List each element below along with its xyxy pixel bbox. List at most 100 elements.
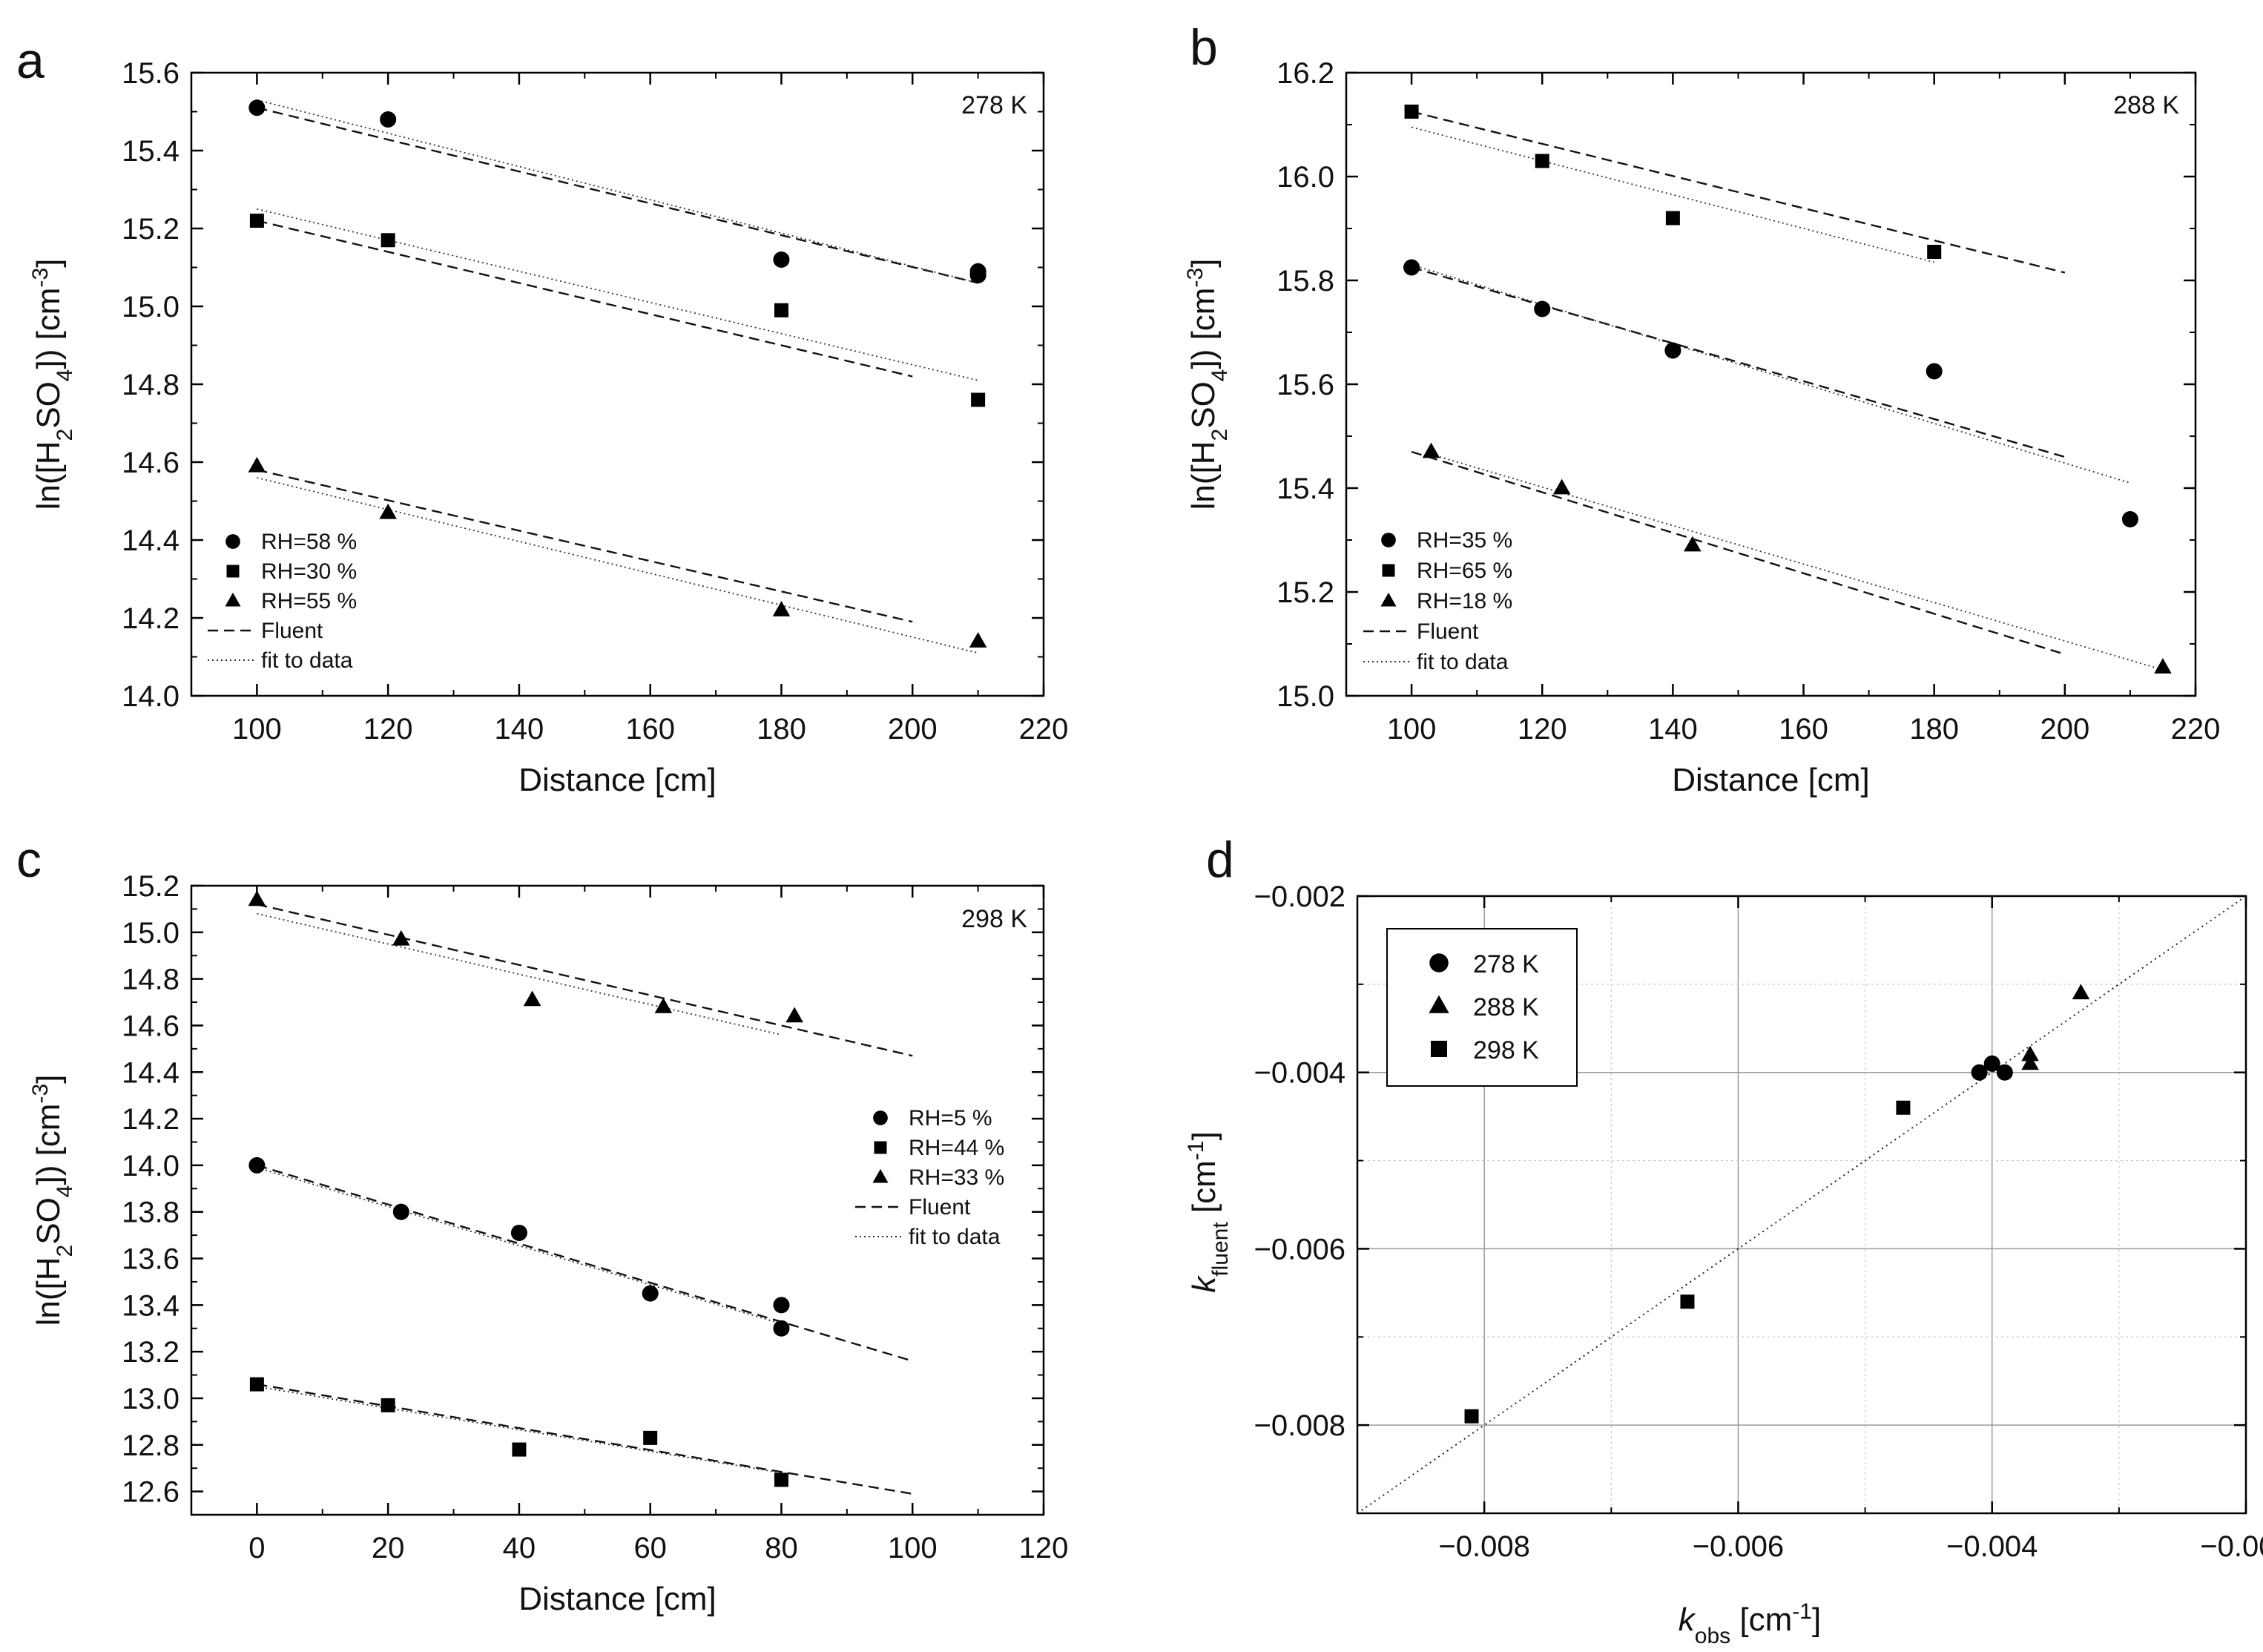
y-axis-label: ln([H2SO4]) [cm-3] bbox=[1183, 259, 1232, 510]
data-point-triangle bbox=[2021, 1054, 2039, 1070]
data-point-square bbox=[1680, 1294, 1695, 1309]
fit-line-2 bbox=[257, 912, 782, 1036]
y-tick-label: 14.0 bbox=[122, 680, 179, 713]
legend-label: RH=35 % bbox=[1417, 528, 1512, 553]
fluent-line-0 bbox=[257, 1164, 913, 1362]
fit-line-1 bbox=[1411, 126, 1934, 263]
fluent-line-2 bbox=[1411, 450, 2066, 656]
data-point-square bbox=[1404, 105, 1419, 119]
legend-marker bbox=[1382, 564, 1395, 577]
data-point-circle bbox=[510, 1224, 527, 1241]
legend-marker bbox=[1429, 995, 1449, 1013]
data-point-square bbox=[774, 303, 788, 317]
chart-panel-d: −0.008 −0.006 −0.004 −0.002 −0.008 −0.006 −0.0… bbox=[1184, 881, 2263, 1648]
data-point-circle bbox=[1926, 363, 1943, 380]
panel-letter-a: a bbox=[16, 33, 45, 89]
legend-label: RH=33 % bbox=[909, 1165, 1004, 1190]
y-axis-label: kfluent [cm-1] bbox=[1184, 1131, 1233, 1292]
data-point-square bbox=[249, 214, 264, 228]
legend-label: RH=44 % bbox=[909, 1136, 1004, 1160]
x-tick-label: 20 bbox=[372, 1532, 405, 1564]
data-point-circle bbox=[1403, 259, 1420, 276]
legend-box bbox=[1386, 928, 1578, 1087]
fluent-line-2 bbox=[257, 903, 913, 1057]
y-tick-label: 14.8 bbox=[122, 369, 179, 401]
y-tick-label: 16.2 bbox=[1277, 57, 1334, 90]
y-tick-label: 15.0 bbox=[1277, 680, 1334, 713]
data-point-triangle bbox=[785, 1007, 803, 1023]
legend-label: RH=55 % bbox=[261, 589, 357, 613]
data-point-square bbox=[1464, 1409, 1479, 1424]
data-point-square bbox=[643, 1430, 658, 1445]
legend-label: RH=18 % bbox=[1417, 589, 1512, 613]
data-point-square bbox=[1927, 245, 1942, 259]
panel-letter-c: c bbox=[16, 832, 42, 888]
legend-marker bbox=[225, 534, 240, 549]
x-tick-label: 120 bbox=[363, 713, 413, 746]
data-point-square bbox=[774, 1472, 788, 1487]
data-point-triangle bbox=[248, 456, 266, 473]
x-tick-label: 160 bbox=[625, 713, 675, 746]
data-point-triangle bbox=[2154, 658, 2172, 674]
data-point-triangle bbox=[1422, 442, 1440, 458]
y-tick-label: 14.4 bbox=[122, 1056, 179, 1089]
fit-line-0 bbox=[257, 1167, 782, 1325]
data-point-circle bbox=[1983, 1055, 2000, 1072]
y-tick-label: 15.8 bbox=[1277, 265, 1334, 297]
x-tick-label: 180 bbox=[1909, 713, 1959, 746]
data-point-circle bbox=[392, 1203, 409, 1220]
data-point-circle bbox=[2121, 510, 2138, 528]
x-tick-label: 0 bbox=[248, 1532, 265, 1564]
x-tick-label: −0.006 bbox=[1693, 1530, 1784, 1563]
fit-line-0 bbox=[1411, 264, 2131, 484]
chart-panel-c: 0 20 40 60 80 100 120 12.6 12.8 13.0 13.2 13.4 13.6 1… bbox=[28, 870, 1069, 1617]
y-tick-label: 13.4 bbox=[122, 1289, 179, 1322]
identity-line bbox=[1357, 896, 2246, 1513]
legend-label: fit to data bbox=[1417, 650, 1509, 674]
data-point-circle bbox=[773, 251, 790, 269]
plot-frame bbox=[1356, 895, 2247, 1515]
x-tick-label: 180 bbox=[757, 713, 806, 746]
temperature-label: 298 K bbox=[961, 905, 1027, 933]
legend-label: Fluent bbox=[909, 1195, 971, 1220]
x-axis-label: Distance [cm] bbox=[518, 1581, 717, 1617]
x-tick-label: −0.002 bbox=[2200, 1530, 2263, 1563]
x-tick-label: 100 bbox=[888, 1532, 938, 1564]
legend-marker bbox=[874, 1141, 887, 1154]
fit-line-2 bbox=[1431, 453, 2164, 671]
fluent-line-2 bbox=[257, 469, 913, 623]
data-point-triangle bbox=[1684, 536, 1702, 552]
x-tick-label: 140 bbox=[1648, 713, 1698, 746]
legend-label: RH=65 % bbox=[1417, 559, 1512, 583]
data-point-square bbox=[1665, 211, 1680, 226]
x-tick-label: 60 bbox=[633, 1532, 667, 1564]
legend-marker bbox=[873, 1110, 888, 1125]
data-point-triangle bbox=[1552, 478, 1571, 495]
panel-letter-b: b bbox=[1190, 19, 1218, 76]
data-point-triangle bbox=[2072, 984, 2090, 1000]
y-tick-label: 14.0 bbox=[122, 1150, 179, 1182]
y-tick-label: 16.0 bbox=[1277, 161, 1334, 194]
data-point-square bbox=[1896, 1100, 1911, 1115]
x-tick-label: 160 bbox=[1779, 713, 1828, 746]
y-tick-label: −0.002 bbox=[1254, 881, 1345, 913]
y-tick-label: 12.8 bbox=[122, 1429, 179, 1462]
x-axis-label: Distance [cm] bbox=[518, 762, 717, 798]
fluent-line-1 bbox=[1411, 111, 2066, 274]
x-tick-label: 80 bbox=[765, 1532, 798, 1564]
data-point-square bbox=[1535, 154, 1549, 168]
legend-label: RH=58 % bbox=[261, 530, 357, 554]
data-point-square bbox=[512, 1442, 527, 1457]
legend-marker bbox=[1429, 953, 1449, 973]
y-tick-label: −0.004 bbox=[1254, 1057, 1345, 1090]
legend-marker bbox=[1431, 1041, 1447, 1057]
data-point-square bbox=[381, 1398, 395, 1412]
fluent-line-0 bbox=[257, 107, 978, 284]
temperature-label: 278 K bbox=[961, 91, 1027, 119]
legend-label: fit to data bbox=[261, 648, 353, 673]
y-tick-label: 15.2 bbox=[122, 213, 179, 246]
y-tick-label: 15.6 bbox=[1277, 369, 1334, 401]
legend-label: fit to data bbox=[909, 1225, 1001, 1249]
data-point-triangle bbox=[2021, 1045, 2039, 1062]
y-axis-label: ln([H2SO4]) [cm-3] bbox=[28, 259, 77, 510]
